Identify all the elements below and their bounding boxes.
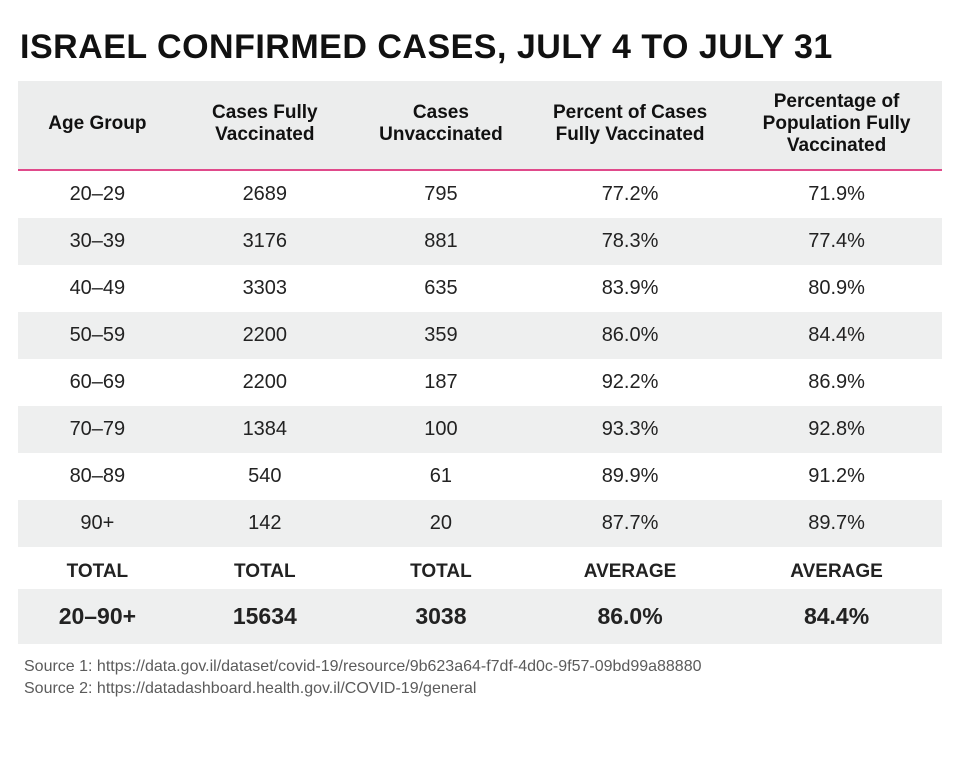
- table-row: 20–29 2689 795 77.2% 71.9%: [18, 170, 942, 218]
- col-pct-pop: Percentage of Population Fully Vaccinate…: [731, 81, 942, 170]
- page: ISRAEL CONFIRMED CASES, JULY 4 TO JULY 3…: [0, 0, 960, 700]
- table-row: 80–89 540 61 89.9% 91.2%: [18, 453, 942, 500]
- cell-pct-pop: 86.9%: [731, 359, 942, 406]
- label-vacc: TOTAL: [177, 547, 353, 589]
- cell-vacc: 1384: [177, 406, 353, 453]
- cell-pct-pop: 92.8%: [731, 406, 942, 453]
- cell-vacc: 2200: [177, 312, 353, 359]
- col-pct-cases: Percent of Cases Fully Vaccinated: [529, 81, 731, 170]
- cell-unvacc: 61: [353, 453, 529, 500]
- cell-age: 30–39: [18, 218, 177, 265]
- table-header-row: Age Group Cases Fully Vaccinated Cases U…: [18, 81, 942, 170]
- cell-pct-cases: 89.9%: [529, 453, 731, 500]
- sources: Source 1: https://data.gov.il/dataset/co…: [18, 656, 942, 701]
- summary-label-row: TOTAL TOTAL TOTAL AVERAGE AVERAGE: [18, 547, 942, 589]
- summary-vacc: 15634: [177, 589, 353, 644]
- cell-pct-cases: 87.7%: [529, 500, 731, 547]
- table-row: 60–69 2200 187 92.2% 86.9%: [18, 359, 942, 406]
- cell-age: 40–49: [18, 265, 177, 312]
- cell-pct-pop: 91.2%: [731, 453, 942, 500]
- label-pct-cases: AVERAGE: [529, 547, 731, 589]
- summary-pct-pop: 84.4%: [731, 589, 942, 644]
- cell-age: 80–89: [18, 453, 177, 500]
- cell-pct-cases: 93.3%: [529, 406, 731, 453]
- table-row: 70–79 1384 100 93.3% 92.8%: [18, 406, 942, 453]
- page-title: ISRAEL CONFIRMED CASES, JULY 4 TO JULY 3…: [20, 28, 942, 67]
- table-row: 90+ 142 20 87.7% 89.7%: [18, 500, 942, 547]
- cell-vacc: 3176: [177, 218, 353, 265]
- cell-pct-pop: 71.9%: [731, 170, 942, 218]
- cell-vacc: 2200: [177, 359, 353, 406]
- table-row: 50–59 2200 359 86.0% 84.4%: [18, 312, 942, 359]
- summary-pct-cases: 86.0%: [529, 589, 731, 644]
- cell-unvacc: 359: [353, 312, 529, 359]
- cell-unvacc: 881: [353, 218, 529, 265]
- cell-pct-cases: 83.9%: [529, 265, 731, 312]
- cell-age: 60–69: [18, 359, 177, 406]
- cell-pct-cases: 92.2%: [529, 359, 731, 406]
- source-2: Source 2: https://datadashboard.health.g…: [24, 678, 942, 700]
- table-row: 30–39 3176 881 78.3% 77.4%: [18, 218, 942, 265]
- cell-pct-cases: 86.0%: [529, 312, 731, 359]
- cell-vacc: 3303: [177, 265, 353, 312]
- cell-vacc: 2689: [177, 170, 353, 218]
- col-vacc: Cases Fully Vaccinated: [177, 81, 353, 170]
- summary-row: 20–90+ 15634 3038 86.0% 84.4%: [18, 589, 942, 644]
- cell-unvacc: 635: [353, 265, 529, 312]
- cell-vacc: 142: [177, 500, 353, 547]
- cell-unvacc: 20: [353, 500, 529, 547]
- cases-table: Age Group Cases Fully Vaccinated Cases U…: [18, 81, 942, 644]
- cell-unvacc: 187: [353, 359, 529, 406]
- cell-pct-cases: 78.3%: [529, 218, 731, 265]
- cell-vacc: 540: [177, 453, 353, 500]
- cell-unvacc: 100: [353, 406, 529, 453]
- source-1: Source 1: https://data.gov.il/dataset/co…: [24, 656, 942, 678]
- cell-pct-pop: 89.7%: [731, 500, 942, 547]
- summary-age: 20–90+: [18, 589, 177, 644]
- col-age: Age Group: [18, 81, 177, 170]
- label-unvacc: TOTAL: [353, 547, 529, 589]
- table-row: 40–49 3303 635 83.9% 80.9%: [18, 265, 942, 312]
- cell-pct-pop: 84.4%: [731, 312, 942, 359]
- cell-unvacc: 795: [353, 170, 529, 218]
- cell-age: 50–59: [18, 312, 177, 359]
- cell-pct-cases: 77.2%: [529, 170, 731, 218]
- label-pct-pop: AVERAGE: [731, 547, 942, 589]
- cell-age: 90+: [18, 500, 177, 547]
- cell-age: 70–79: [18, 406, 177, 453]
- cell-age: 20–29: [18, 170, 177, 218]
- summary-unvacc: 3038: [353, 589, 529, 644]
- label-age: TOTAL: [18, 547, 177, 589]
- cell-pct-pop: 77.4%: [731, 218, 942, 265]
- col-unvacc: Cases Unvaccinated: [353, 81, 529, 170]
- cell-pct-pop: 80.9%: [731, 265, 942, 312]
